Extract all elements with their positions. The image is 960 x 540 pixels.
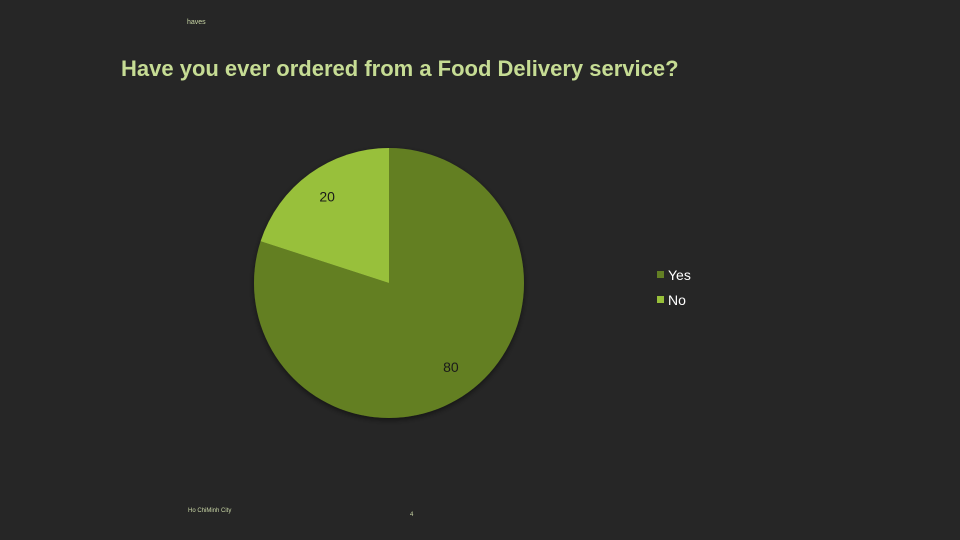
footer-city: Ho ChiMinh City [188,508,232,514]
legend-item-no: No [657,287,691,312]
data-label-no: 20 [319,189,335,205]
data-label-yes: 80 [443,359,459,375]
slide-title: Have you ever ordered from a Food Delive… [121,56,679,81]
legend-swatch-no [657,296,664,303]
pie-slice-yes [254,148,524,418]
header-tag: haves [187,19,206,26]
chart-legend: Yes No [657,262,691,312]
pie-slice-no [260,148,389,283]
legend-item-yes: Yes [657,262,691,287]
legend-swatch-yes [657,271,664,278]
footer-page-number: 4 [410,512,414,518]
legend-label-no: No [668,291,686,308]
legend-label-yes: Yes [668,266,691,283]
